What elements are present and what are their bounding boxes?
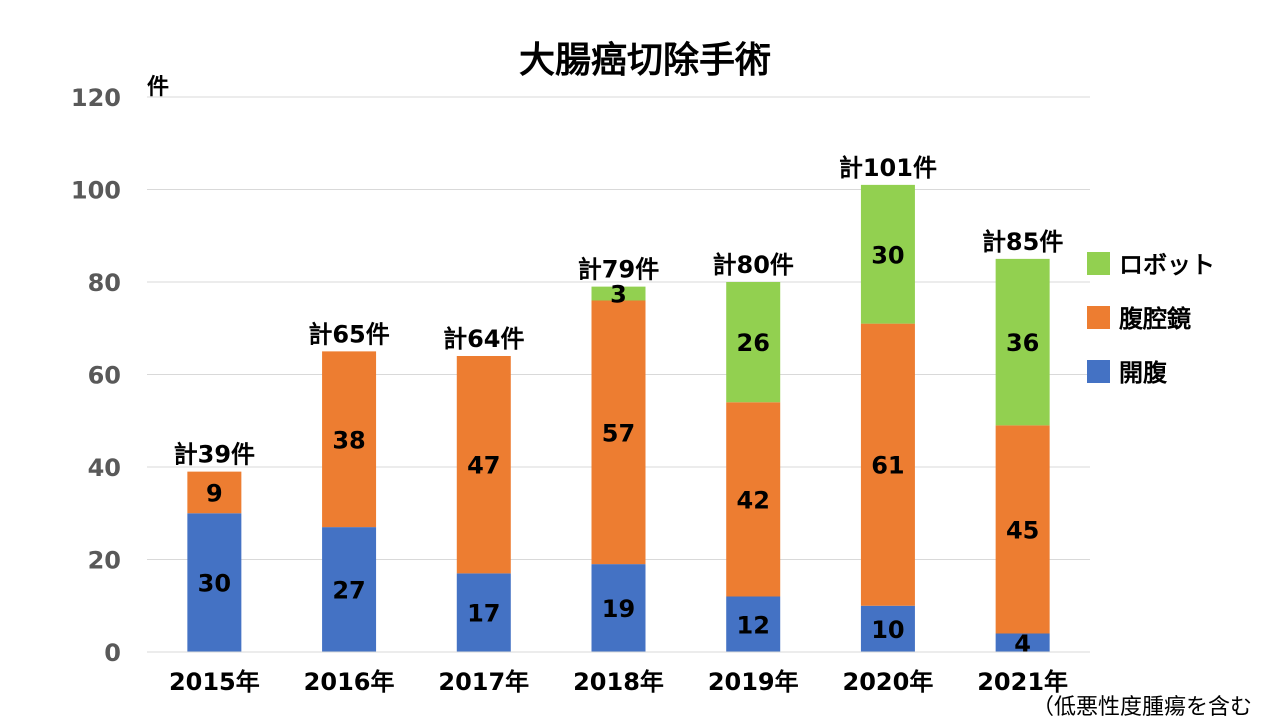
legend-label: ロボット	[1119, 251, 1215, 279]
value-label: 30	[198, 570, 231, 598]
value-label: 38	[332, 426, 365, 454]
x-tick-label: 2021年	[977, 668, 1068, 696]
x-tick-label: 2019年	[708, 668, 799, 696]
y-tick-label: 100	[71, 177, 121, 205]
bar-segment	[860, 323, 915, 606]
chart-title: 大腸癌切除手術	[519, 40, 771, 81]
total-label: 計79件	[578, 256, 659, 284]
value-label: 12	[737, 611, 770, 639]
bar-segment	[456, 356, 511, 574]
value-label: 9	[206, 479, 223, 507]
bar-segment	[322, 527, 377, 652]
x-tick-label: 2020年	[843, 668, 934, 696]
footnote: （低悪性度腫瘍を含む	[1032, 695, 1252, 720]
y-tick-label: 40	[88, 454, 121, 482]
x-tick-label: 2015年	[169, 668, 260, 696]
total-label: 計65件	[308, 320, 389, 348]
value-label: 19	[602, 595, 635, 623]
value-label: 27	[332, 577, 365, 605]
axes: 0 20 40 60 80 100 120 2015年 2016年 2017年 2018年 2019年…	[71, 84, 1090, 696]
bar-segment	[322, 351, 377, 528]
value-label: 26	[737, 329, 770, 357]
bar-segment	[726, 402, 781, 597]
bar-segment	[726, 282, 781, 403]
bar-segment	[726, 596, 781, 652]
value-label: 4	[1014, 630, 1031, 658]
value-label: 61	[871, 452, 904, 480]
x-tick-label: 2016年	[304, 668, 395, 696]
value-label: 47	[467, 452, 500, 480]
bar-segment	[860, 605, 915, 652]
legend-label: 開腹	[1119, 359, 1168, 387]
bar-segment	[591, 564, 646, 652]
bar-segment	[995, 425, 1050, 634]
value-label: 57	[602, 419, 635, 447]
value-label: 36	[1006, 329, 1039, 357]
y-axis-unit: 件	[147, 75, 169, 100]
bar-segment	[187, 471, 242, 514]
bar-segment	[187, 513, 242, 652]
y-tick-label: 80	[88, 269, 121, 297]
y-tick-label: 0	[104, 639, 121, 667]
x-tick-label: 2018年	[573, 668, 664, 696]
y-tick-label: 20	[88, 547, 121, 575]
y-tick-label: 60	[88, 362, 121, 390]
total-label: 計39件	[174, 441, 255, 469]
total-label: 計64件	[443, 325, 524, 353]
total-label: 計80件	[713, 251, 794, 279]
bar-segment	[860, 184, 915, 324]
legend-swatch	[1087, 306, 1110, 329]
value-label: 30	[871, 241, 904, 269]
legend-swatch	[1087, 252, 1110, 275]
total-label: 計85件	[982, 228, 1063, 256]
value-label: 3	[610, 281, 627, 309]
total-label: 計101件	[839, 154, 937, 182]
value-label: 17	[467, 600, 500, 628]
bars	[187, 184, 1050, 652]
value-label: 10	[871, 616, 904, 644]
bar-segment	[456, 573, 511, 652]
value-label: 45	[1006, 516, 1039, 544]
bar-segment	[995, 258, 1050, 426]
legend-swatch	[1087, 360, 1110, 383]
y-tick-label: 120	[71, 84, 121, 112]
bar-segment	[995, 633, 1050, 652]
bar-segment	[591, 300, 646, 565]
legend-label: 腹腔鏡	[1119, 305, 1191, 333]
x-tick-label: 2017年	[438, 668, 529, 696]
value-label: 42	[737, 486, 770, 514]
bar-segment	[591, 286, 646, 301]
